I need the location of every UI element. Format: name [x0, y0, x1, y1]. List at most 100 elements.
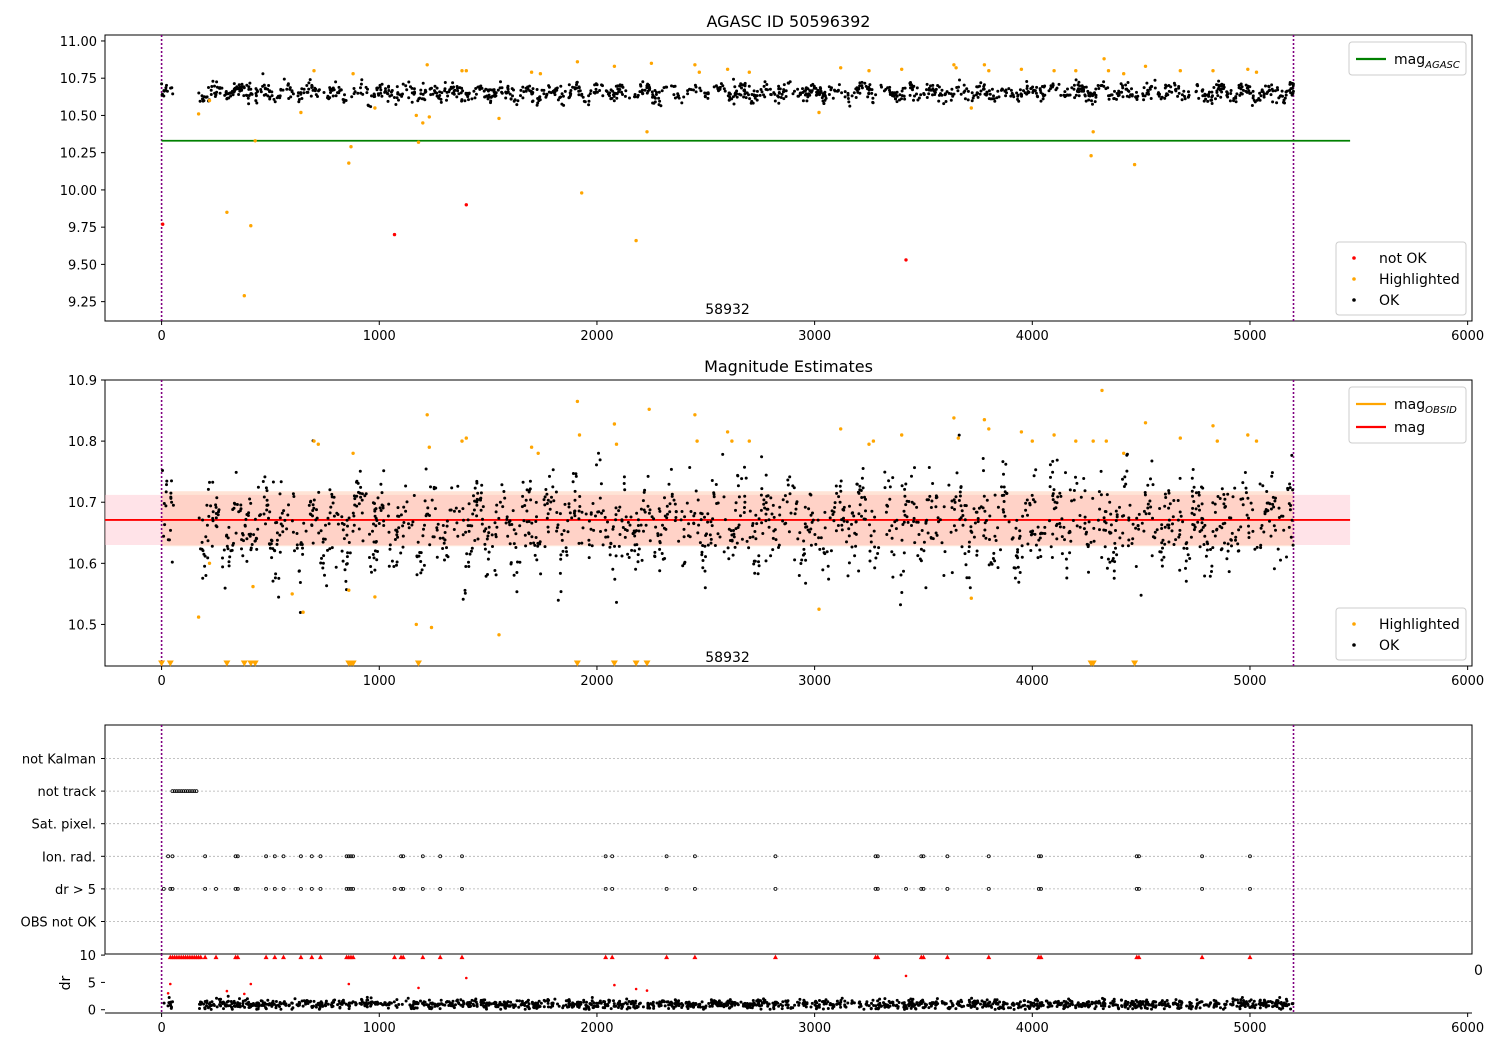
ok-point [794, 507, 798, 511]
ok-point [483, 529, 487, 533]
flag-marker [1134, 854, 1139, 859]
ok-point [373, 549, 377, 553]
legend-box [1335, 241, 1467, 316]
ok-point [611, 567, 615, 571]
ok-point [933, 93, 937, 96]
ok-point [703, 515, 706, 519]
ok-point [608, 94, 611, 98]
ok-point [1115, 513, 1119, 517]
highlighted-point [575, 399, 580, 404]
ok-point [534, 536, 538, 539]
ok-point [556, 523, 560, 527]
ok-point [208, 480, 211, 484]
ok-point [469, 549, 473, 553]
ok-point [1151, 535, 1155, 539]
dr-ok-point [728, 1006, 732, 1010]
ok-point [1139, 593, 1143, 597]
ok-point [1260, 524, 1264, 527]
ok-point [405, 500, 409, 504]
ok-point [536, 544, 540, 548]
ok-point [688, 535, 692, 539]
ok-point [460, 99, 464, 103]
dr-clipped-marker [198, 954, 204, 960]
ok-point [397, 526, 401, 530]
ok-point [1042, 94, 1045, 97]
dr-axis-label: dr [58, 975, 74, 990]
ok-point [373, 508, 377, 512]
ok-point [894, 93, 898, 97]
ok-point [771, 503, 775, 507]
ok-point [961, 523, 965, 527]
ok-point [618, 83, 622, 87]
ok-point [1203, 523, 1207, 527]
ok-point [1060, 552, 1064, 556]
ok-point [634, 529, 638, 533]
dr-ok-point [419, 999, 422, 1003]
ok-point [207, 514, 211, 518]
ok-point [1083, 489, 1087, 493]
dr-ok-point [625, 1002, 629, 1006]
ok-point [215, 496, 219, 500]
dr-ok-point [386, 1006, 390, 1010]
ok-point [929, 506, 933, 509]
ok-point [505, 517, 509, 521]
ok-point [1280, 89, 1284, 93]
ok-point [1149, 505, 1153, 509]
ok-point [1161, 546, 1164, 550]
ok-point [937, 520, 940, 524]
ok-point [1017, 580, 1021, 584]
dr-ok-point [416, 1002, 420, 1006]
ok-point [171, 92, 175, 96]
ok-point [345, 518, 349, 522]
ok-point [764, 559, 768, 563]
ok-point [1072, 87, 1076, 91]
y-tick-label: 9.75 [68, 221, 97, 236]
ok-point [311, 514, 314, 518]
ok-point [254, 94, 258, 98]
highlighted-point [414, 113, 418, 118]
ok-point [743, 494, 747, 498]
highlighted-point [414, 622, 418, 627]
dr-ok-point [724, 1004, 728, 1008]
dr-ok-point [1284, 997, 1288, 1001]
flag-marker [351, 854, 356, 859]
dr-ok-point [296, 1004, 300, 1008]
dr-ok-point [1162, 1007, 1166, 1011]
ok-point [423, 88, 427, 92]
ok-point [566, 519, 570, 523]
ok-point [700, 550, 704, 554]
highlighted-point [1254, 70, 1259, 74]
ok-point [1114, 546, 1117, 550]
ok-point [1249, 91, 1253, 95]
ok-point [382, 519, 386, 523]
dr-ok-point [278, 1005, 281, 1008]
ok-point [877, 546, 881, 550]
ok-point [701, 559, 705, 562]
ok-point [1114, 519, 1118, 523]
ok-point [1239, 525, 1243, 529]
ok-point [899, 573, 903, 577]
ok-point [626, 520, 630, 524]
ok-point [752, 89, 756, 93]
dr-ok-point [1131, 1003, 1135, 1007]
highlighted-point [427, 115, 431, 119]
dr-ok-point [1109, 1001, 1113, 1005]
ok-point [506, 84, 510, 88]
ok-point [530, 521, 534, 525]
ok-point [1226, 95, 1230, 99]
x-tick-label: 5000 [1233, 1021, 1266, 1036]
dr-ok-point [756, 1002, 760, 1006]
ok-point [913, 541, 917, 545]
ok-point [1039, 91, 1043, 94]
ok-point [915, 505, 919, 509]
ok-point [264, 522, 267, 526]
ok-point [426, 512, 430, 516]
ok-point [395, 96, 399, 100]
ok-point [938, 518, 942, 522]
ok-point [733, 545, 737, 549]
flag-marker [1200, 854, 1204, 859]
ok-point [346, 524, 349, 528]
flag-marker [161, 887, 166, 891]
ok-point [1130, 94, 1134, 98]
ok-point [1003, 490, 1007, 494]
